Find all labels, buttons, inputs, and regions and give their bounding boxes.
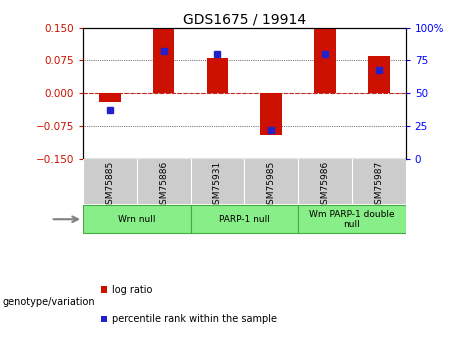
Text: GSM75985: GSM75985 <box>267 161 276 210</box>
Bar <box>298 205 406 233</box>
Bar <box>83 159 137 204</box>
Bar <box>298 159 352 204</box>
Text: PARP-1 null: PARP-1 null <box>219 215 270 224</box>
Bar <box>190 159 244 204</box>
Title: GDS1675 / 19914: GDS1675 / 19914 <box>183 12 306 27</box>
Text: GSM75885: GSM75885 <box>106 161 114 210</box>
Bar <box>153 28 174 93</box>
Text: percentile rank within the sample: percentile rank within the sample <box>112 314 277 324</box>
Bar <box>99 93 121 102</box>
Bar <box>368 56 390 93</box>
Text: Wrn null: Wrn null <box>118 215 155 224</box>
Text: GSM75886: GSM75886 <box>159 161 168 210</box>
Bar <box>137 159 190 204</box>
Text: GSM75931: GSM75931 <box>213 161 222 210</box>
Bar <box>190 205 298 233</box>
Text: GSM75987: GSM75987 <box>374 161 383 210</box>
Bar <box>244 159 298 204</box>
Bar <box>314 28 336 93</box>
Text: genotype/variation: genotype/variation <box>2 297 95 307</box>
Bar <box>260 93 282 135</box>
Bar <box>352 159 406 204</box>
Bar <box>83 205 190 233</box>
Text: log ratio: log ratio <box>112 285 152 295</box>
Text: GSM75986: GSM75986 <box>320 161 330 210</box>
Bar <box>207 58 228 93</box>
Text: Wm PARP-1 double
null: Wm PARP-1 double null <box>309 209 395 229</box>
